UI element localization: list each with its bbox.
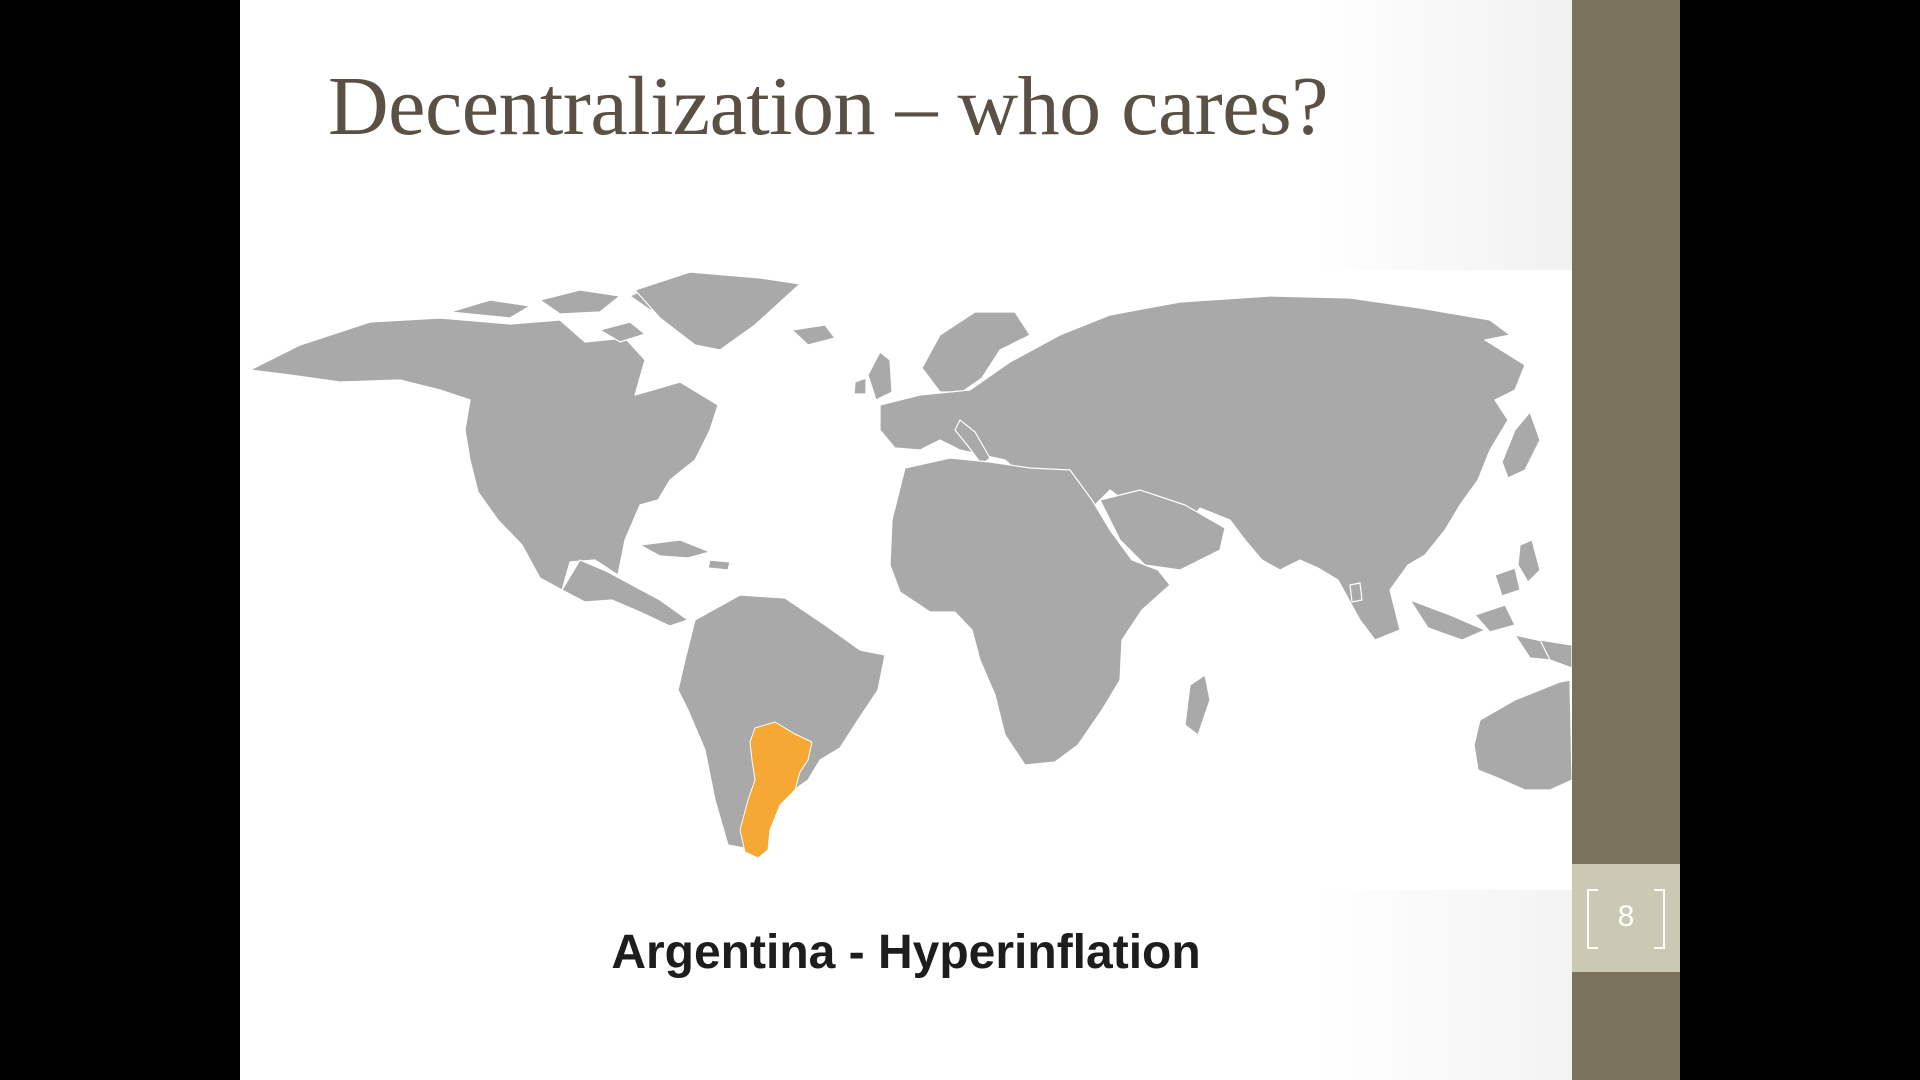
sri-lanka — [1349, 582, 1363, 603]
argentina-highlight — [739, 721, 813, 859]
page-bracket-icon — [1587, 889, 1665, 949]
page-number-box — [1572, 864, 1680, 972]
slide-sheen — [1312, 0, 1572, 270]
slide-caption: Argentina - Hyperinflation — [611, 926, 1201, 979]
britain — [853, 351, 893, 401]
greenland — [634, 271, 801, 351]
south-america-landmass — [677, 594, 886, 851]
arctic-islands — [449, 281, 699, 343]
caribbean-islands — [639, 539, 731, 571]
central-america — [561, 559, 689, 627]
slide: Decentralization – who cares? — [240, 0, 1572, 1080]
australia — [1473, 679, 1572, 791]
africa-landmass — [889, 457, 1171, 766]
slide-title: Decentralization – who cares? — [328, 60, 1328, 153]
slide-sheen-bottom — [1312, 890, 1572, 1080]
new-guinea — [1539, 639, 1572, 669]
indonesia — [1409, 567, 1571, 663]
arabia — [1099, 489, 1226, 571]
philippines — [1517, 539, 1541, 583]
page-number: 8 — [1617, 900, 1635, 933]
north-america-landmass — [249, 317, 719, 591]
iceland — [791, 324, 836, 346]
world-map — [249, 271, 1572, 859]
madagascar — [1184, 674, 1211, 736]
japan — [1501, 411, 1541, 479]
